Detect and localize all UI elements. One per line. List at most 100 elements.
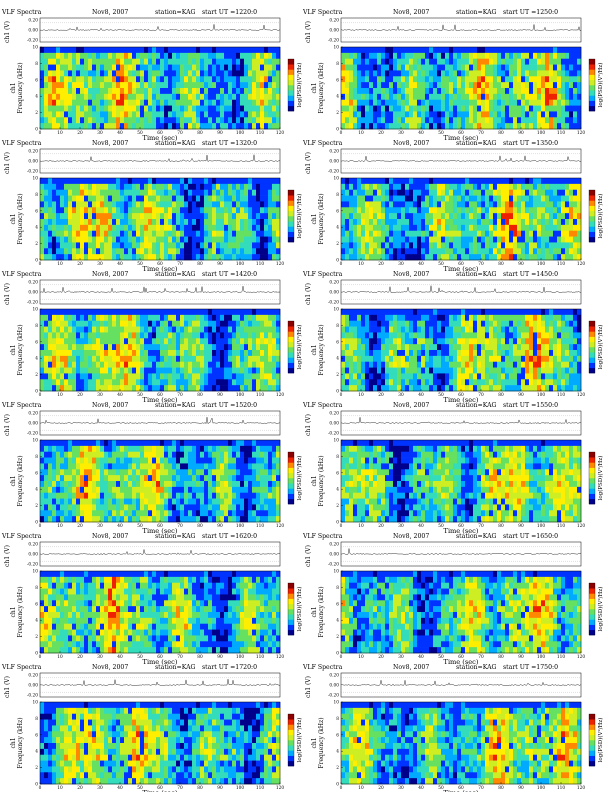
spectrogram-cell [128, 195, 133, 202]
spectrogram-cell [60, 123, 65, 130]
spectrogram-cell [573, 189, 578, 196]
spectrogram-cell [116, 326, 121, 333]
spectrogram-cell [341, 178, 346, 185]
spectrogram-cell [72, 195, 77, 202]
spectrogram-cell [144, 254, 149, 261]
spectrogram-cell [453, 236, 458, 243]
spectrogram-cell [232, 314, 237, 322]
colorbar-swatch [589, 200, 595, 206]
spectrogram-cell [385, 236, 390, 243]
spectrogram-cell [72, 379, 77, 386]
spectrogram-cell [505, 224, 510, 232]
spectrogram-cell [425, 361, 430, 368]
spectrogram-cell [401, 361, 406, 368]
spectrogram-cell [240, 183, 245, 191]
spectrogram-cell [232, 117, 237, 124]
spectrogram-cell [565, 52, 570, 60]
spectrogram-cell [160, 64, 165, 71]
spectrogram-cell [421, 242, 426, 249]
spectrogram-cell [573, 64, 578, 71]
spectrogram-cell [104, 350, 109, 357]
spectrogram-cell [353, 314, 358, 322]
spectrogram-cell [40, 242, 45, 249]
spectrogram-cell [501, 219, 506, 226]
spectrogram-cell [469, 207, 474, 214]
spectrogram-cell [433, 82, 438, 89]
spectrogram-cell [457, 254, 462, 261]
spectrogram-cell [457, 207, 462, 214]
spectrogram-cell [228, 236, 233, 243]
spectrogram-cell [361, 183, 366, 191]
spectrogram-cell [128, 52, 133, 60]
spectrogram-cell [417, 195, 422, 202]
spectrogram-cell [545, 183, 550, 191]
spectrogram-cell [76, 52, 81, 60]
spectrogram-cell [136, 47, 141, 54]
spectrogram-cell [353, 105, 358, 112]
spectrogram-cell [541, 224, 546, 232]
spectrogram-cell [517, 99, 522, 106]
spectrogram-cell [64, 224, 69, 232]
spectrogram-cell [437, 236, 442, 243]
spectrogram-cell [256, 367, 261, 374]
spectrogram-cell [381, 111, 386, 118]
spectrogram-cell [156, 219, 161, 226]
spectrogram-cell [357, 332, 362, 339]
spectrogram-cell [104, 123, 109, 130]
spectrogram-cell [216, 379, 221, 386]
spectrogram-cell [116, 338, 121, 345]
spectrogram-cell [493, 64, 498, 71]
spectrogram-cell [104, 105, 109, 112]
spectrogram-cell [160, 123, 165, 130]
x-tick-label: 100 [236, 393, 244, 398]
spectrogram-cell [104, 178, 109, 185]
spectrogram-cell [208, 367, 213, 374]
spectrogram-cell [389, 201, 394, 208]
spectrogram-cell [481, 183, 486, 191]
spectrogram-cell [541, 248, 546, 255]
spectrogram-cell [240, 52, 245, 60]
spectrogram-cell [184, 64, 189, 71]
spectrogram-cell [377, 373, 382, 380]
spectrogram-cell [252, 213, 257, 220]
spectrogram-cell [180, 236, 185, 243]
spectrogram-cell [220, 219, 225, 226]
spectrogram-cell [353, 338, 358, 345]
spectrogram-cell [84, 195, 89, 202]
spectrogram-cell [228, 123, 233, 130]
spectrogram-cell [192, 93, 197, 101]
spectrogram-cell [577, 88, 582, 95]
y-tick-label: 2 [336, 111, 339, 116]
spectrogram-cell [373, 236, 378, 243]
spectrogram-cell [501, 230, 506, 237]
spectrogram-cell [409, 230, 414, 237]
spectrogram-cell [485, 70, 490, 77]
spectrogram-cell [485, 189, 490, 196]
spectrogram-cell [365, 379, 370, 386]
spectrogram-cell [449, 385, 454, 392]
spectrogram-cell [132, 242, 137, 249]
spectrogram-cell [80, 88, 85, 95]
spectrogram-cell [445, 117, 450, 124]
spectrogram-cell [208, 373, 213, 380]
spectrogram-cell [224, 64, 229, 71]
spectrogram-cell [176, 111, 181, 118]
spectrogram-cell [369, 88, 374, 95]
spectrogram-cell [365, 207, 370, 214]
spectrogram-cell [224, 248, 229, 255]
spectrogram-cell [477, 47, 482, 54]
spectrogram-cell [216, 355, 221, 363]
spectrogram-cell [116, 183, 121, 191]
spectrogram-cell [505, 99, 510, 106]
spectrogram-cell [48, 309, 53, 316]
spectrogram-cell [192, 195, 197, 202]
spectrogram-cell [188, 195, 193, 202]
spectrogram-cell [40, 350, 45, 357]
spectrogram-cell [393, 99, 398, 106]
spectrogram-cell [497, 47, 502, 54]
spectrogram-cell [509, 224, 514, 232]
spectrogram-cell [148, 82, 153, 89]
spectrogram-cell [188, 183, 193, 191]
colorbar-swatch [288, 216, 294, 222]
spectrogram-cell [176, 201, 181, 208]
